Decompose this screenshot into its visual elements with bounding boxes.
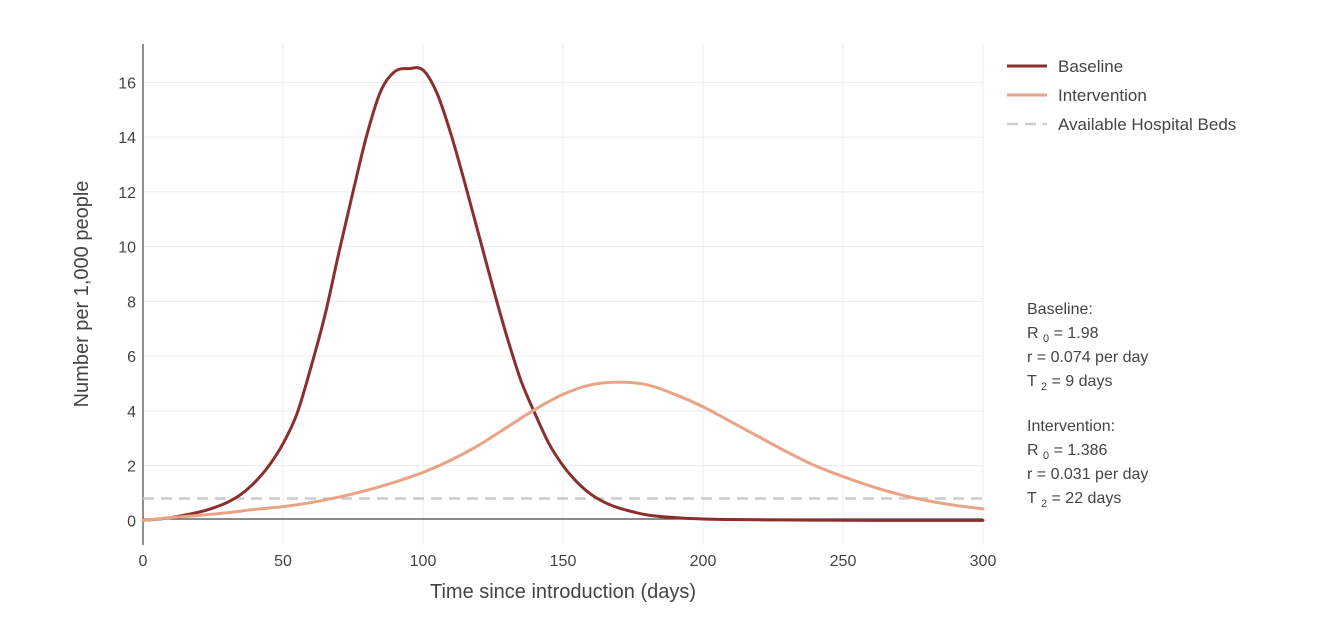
y-axis-title: Number per 1,000 people [71,181,93,408]
annotation-doubling-time: T 2 = 9 days [1027,373,1112,393]
y-tick-label: 16 [118,75,136,92]
annotation-block: Intervention: R 0 = 1.386 r = 0.031 per da… [1027,418,1148,510]
legend-item-available-hospital-beds[interactable]: Available Hospital Beds [1007,115,1236,134]
annotation-block: Baseline: R 0 = 1.98 r = 0.074 per day T 2 … [1027,301,1148,393]
annotation-r0: R 0 = 1.386 [1027,442,1108,462]
series-line-baseline [141,66,985,522]
annotation-growth-rate: r = 0.074 per day [1027,349,1148,366]
annotation-title: Baseline: [1027,301,1093,318]
y-tick-label: 4 [127,404,136,421]
annotation-growth-rate: r = 0.031 per day [1027,466,1148,483]
x-axis-title: Time since introduction (days) [430,581,696,603]
annotation-title: Intervention: [1027,418,1115,435]
legend-item-baseline[interactable]: Baseline [1007,57,1123,76]
legend-label: Available Hospital Beds [1058,115,1236,134]
x-tick-label: 150 [550,553,577,570]
x-tick-label: 200 [690,553,717,570]
y-tick-label: 2 [127,459,136,476]
y-tick-label: 10 [118,240,136,257]
x-tick-label: 100 [410,553,437,570]
y-tick-label: 6 [127,349,136,366]
series-line-intervention [141,380,985,522]
tick-labels: 0 50 100 150 200 250 300 0 2 4 6 8 10 12 14 16 [118,75,996,570]
legend-label: Intervention [1058,86,1147,105]
annotation-r0: R 0 = 1.98 [1027,325,1099,345]
x-tick-label: 250 [830,553,857,570]
annotation-doubling-time: T 2 = 22 days [1027,490,1121,510]
grid [143,44,984,545]
legend-item-intervention[interactable]: Intervention [1007,86,1147,105]
series [141,66,985,522]
x-tick-label: 50 [274,553,292,570]
y-tick-label: 0 [127,513,136,530]
y-tick-label: 8 [127,294,136,311]
parameter-annotations: Baseline: R 0 = 1.98 r = 0.074 per day T 2 … [1027,301,1148,510]
y-tick-label: 14 [118,130,136,147]
legend[interactable]: Baseline Intervention Available Hospital B… [1007,57,1236,134]
x-tick-label: 300 [970,553,997,570]
legend-label: Baseline [1058,57,1123,76]
x-tick-label: 0 [139,553,148,570]
y-tick-label: 12 [118,185,136,202]
